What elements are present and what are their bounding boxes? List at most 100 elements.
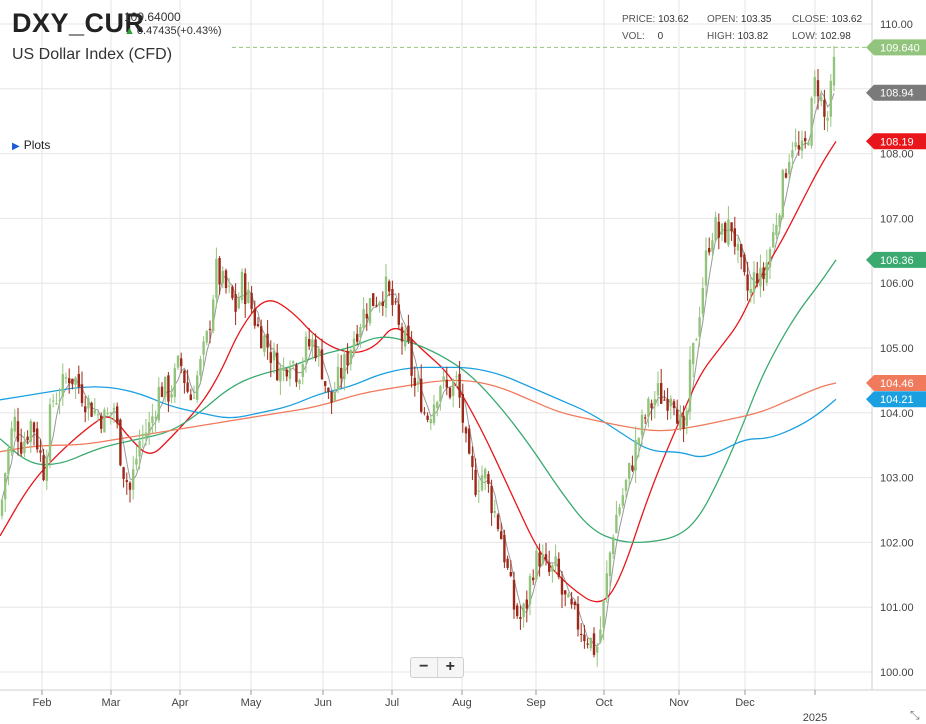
resize-handle-icon[interactable]: ⤡ [910, 708, 920, 722]
candle-body [205, 331, 208, 343]
price-tag: 104.46 [866, 374, 926, 391]
candle-body [404, 330, 407, 347]
candle-body [336, 366, 340, 390]
candle-body [212, 299, 215, 331]
candle-body [647, 398, 650, 417]
candle-body [400, 327, 404, 342]
candle-body [704, 250, 708, 286]
price-tag: 109.640 [866, 39, 926, 56]
y-tick-label: 104.00 [880, 408, 914, 420]
candle-body [512, 579, 516, 610]
x-tick-label: May [241, 697, 262, 709]
candle-body [717, 221, 720, 238]
candle-body [48, 404, 52, 462]
candle-body [781, 170, 784, 218]
stat-low-label: LOW: [792, 31, 818, 42]
candle-body [692, 342, 695, 365]
plots-toggle[interactable]: ▶ Plots [12, 138, 50, 152]
candle-body [164, 376, 167, 397]
candle-body [119, 419, 122, 466]
candle-body [180, 358, 183, 367]
candle-body [711, 240, 714, 252]
candle-body [810, 97, 813, 146]
up-arrow-icon: ▲ [124, 25, 135, 37]
candle-body [429, 419, 432, 424]
price-tag-bg [866, 84, 926, 101]
candle-body [832, 56, 836, 86]
candle-body [330, 391, 333, 403]
candle-body [154, 417, 157, 419]
candle-body [375, 305, 378, 307]
candle-body [551, 565, 554, 572]
candle-body [679, 414, 682, 428]
zoom-in-button[interactable]: + [445, 658, 455, 675]
candle-body [672, 401, 676, 409]
candle-body [285, 369, 288, 377]
stat-low-value: 102.98 [820, 31, 851, 42]
candle-body [676, 409, 679, 424]
candle-body [407, 325, 410, 342]
candle-body [32, 422, 36, 433]
candle-body [727, 219, 730, 245]
x-tick-label: Mar [102, 697, 121, 709]
stat-open: OPEN: 103.35 [707, 14, 772, 25]
candle-body [333, 392, 336, 401]
candle-body [615, 514, 618, 534]
candle-body [775, 225, 778, 236]
candle-body [749, 288, 752, 294]
candle-body [96, 414, 100, 416]
candle-body [320, 349, 324, 380]
candle-body [260, 326, 263, 349]
x-tick-label: Apr [171, 697, 188, 709]
candle-body [253, 308, 256, 326]
candle-body [784, 173, 788, 178]
candle-body [724, 222, 727, 243]
candle-body [496, 514, 500, 529]
candle-body [10, 428, 13, 453]
candle-body [42, 455, 45, 481]
candle-body [199, 359, 202, 376]
candle-body [813, 77, 816, 97]
candle-body [484, 469, 487, 479]
candle-body [535, 550, 538, 580]
plots-label: Plots [23, 138, 51, 152]
candle-body [362, 309, 365, 329]
candle-body [388, 281, 391, 292]
candle-body [708, 248, 711, 253]
moving-average-fast [1, 90, 835, 647]
candle-body [583, 634, 586, 642]
candle-body [765, 262, 768, 283]
candle-body [218, 258, 221, 285]
x-tick-label: Nov [669, 697, 689, 709]
candle-body [397, 304, 400, 325]
candle-body [416, 381, 420, 384]
candle-body [221, 271, 224, 284]
zoom-out-button[interactable]: − [411, 658, 438, 677]
candle-body [596, 646, 599, 653]
candle-body [308, 339, 311, 347]
candle-body [189, 394, 192, 401]
candle-body [394, 301, 397, 303]
candle-body [29, 421, 32, 442]
candle-body [644, 417, 647, 419]
candle-body [282, 367, 285, 371]
candle-body [682, 415, 685, 430]
candle-body [445, 379, 448, 388]
candle-body [487, 474, 490, 485]
candle-body [317, 348, 320, 357]
candle-body [548, 562, 551, 572]
candle-body [640, 414, 644, 436]
candle-body [698, 317, 701, 337]
candlesticks [0, 45, 836, 667]
candle-body [631, 465, 634, 471]
candle-body [20, 442, 23, 454]
candle-body [829, 80, 832, 117]
candle-body [84, 406, 87, 413]
candle-body [311, 339, 314, 348]
candle-body [135, 458, 138, 465]
candle-body [634, 439, 637, 471]
candle-body [474, 469, 477, 495]
y-tick-label: 110.00 [880, 19, 913, 31]
candle-body [122, 467, 125, 479]
